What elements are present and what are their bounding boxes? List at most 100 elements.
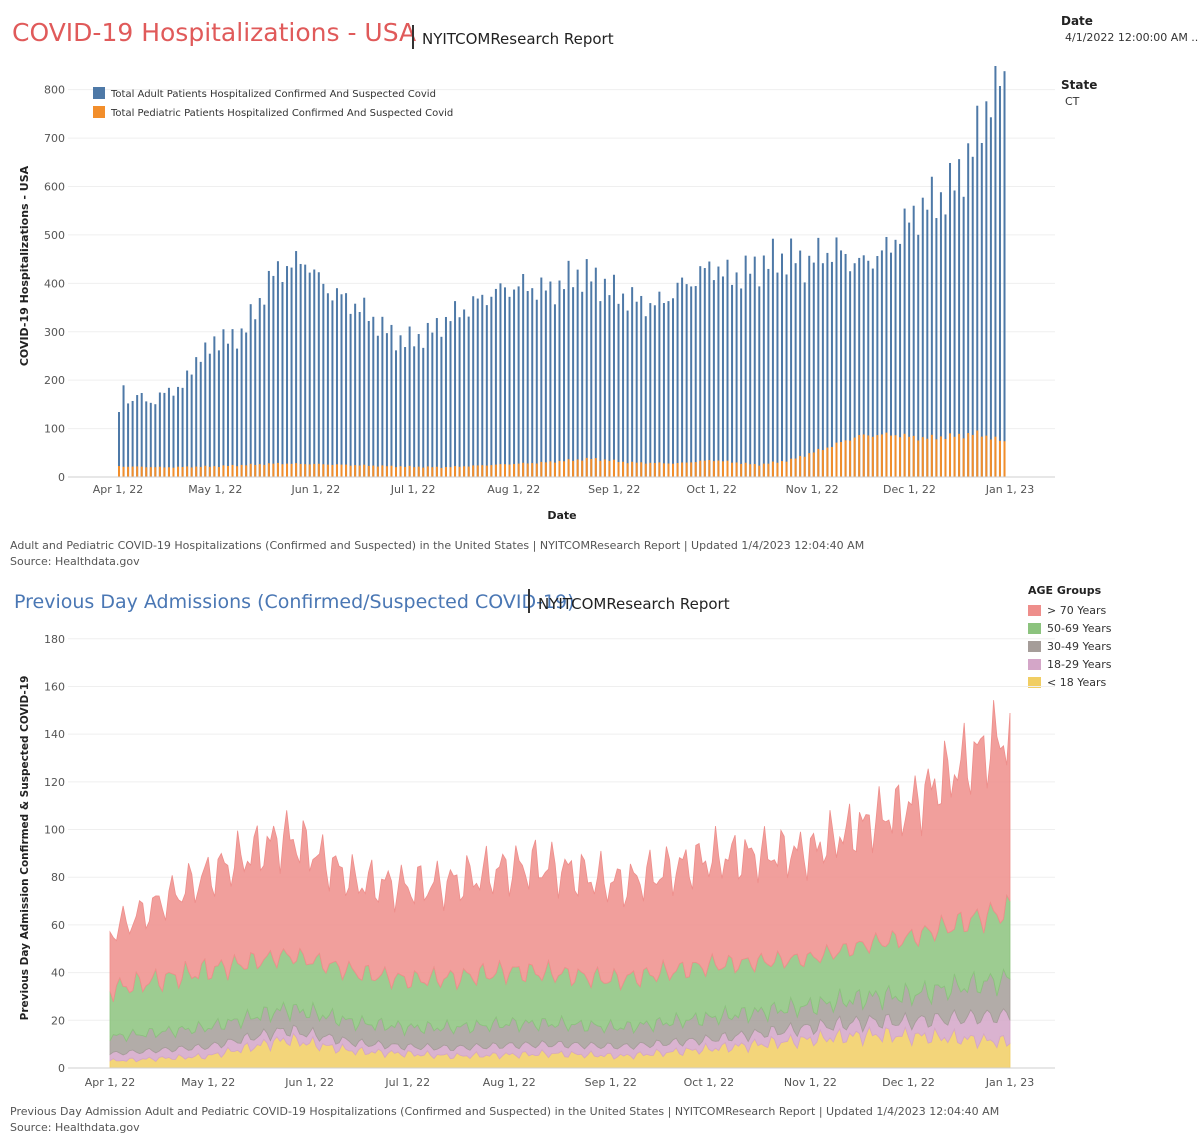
legend-label-50-69: 50-69 Years	[1047, 621, 1112, 635]
adult-bar	[413, 346, 416, 477]
pediatric-bar	[454, 466, 457, 477]
legend-item-18-29[interactable]: 18-29 Years	[1028, 655, 1111, 673]
pediatric-bar	[921, 437, 924, 477]
pediatric-bar	[908, 436, 911, 477]
legend-item-over70[interactable]: > 70 Years	[1028, 601, 1111, 619]
pediatric-bar	[226, 465, 229, 477]
pediatric-bar	[712, 461, 715, 477]
adult-bar	[149, 402, 152, 477]
chart2-yticks: 0 20 40 60 80 100 120 140 160 180	[44, 633, 65, 1075]
adult-bar	[254, 319, 257, 477]
pediatric-bar	[740, 463, 743, 477]
x-tick-label: Aug 1, 22	[487, 483, 540, 496]
pediatric-bar	[254, 464, 257, 477]
pediatric-bar	[985, 435, 988, 477]
adult-bar	[1003, 71, 1006, 477]
adult-bar	[276, 261, 279, 477]
pediatric-bar	[467, 466, 470, 477]
adult-bar	[367, 321, 370, 477]
adult-bar	[712, 280, 715, 477]
pediatric-bar	[149, 467, 152, 477]
adult-bar	[499, 283, 502, 477]
adult-bar	[644, 316, 647, 477]
legend-item-50-69[interactable]: 50-69 Years	[1028, 619, 1111, 637]
x-tick-label: Jan 1, 23	[985, 1076, 1034, 1089]
adult-bar	[186, 370, 189, 477]
pediatric-bar	[513, 463, 516, 477]
adult-bar	[767, 268, 770, 477]
y-tick-label: 500	[44, 229, 65, 242]
adult-bar	[472, 296, 475, 477]
adult-bar	[880, 250, 883, 477]
pediatric-bar	[499, 464, 502, 477]
pediatric-bar	[617, 462, 620, 477]
adult-bar	[513, 289, 516, 477]
adult-bar	[426, 322, 429, 477]
pediatric-bar	[731, 462, 734, 477]
adult-bar	[435, 318, 438, 477]
pediatric-bar	[794, 458, 797, 477]
adult-bar	[840, 250, 843, 477]
adult-bar	[599, 301, 602, 477]
pediatric-bar	[349, 465, 352, 477]
pediatric-bar	[249, 463, 252, 477]
pediatric-bar	[681, 462, 684, 477]
adult-bar	[894, 239, 897, 477]
legend-label-over70: > 70 Years	[1047, 603, 1107, 617]
adult-bar	[672, 298, 675, 477]
state-filter-value[interactable]: CT	[1065, 95, 1080, 108]
chart1-xlabel: Date	[547, 509, 576, 522]
adult-bar	[322, 283, 325, 477]
adult-bar	[853, 263, 856, 477]
pediatric-bar	[326, 464, 329, 477]
y-tick-label: 120	[44, 776, 65, 789]
pediatric-bar	[962, 438, 965, 477]
pediatric-bar	[563, 461, 566, 477]
date-filter-value[interactable]: 4/1/2022 12:00:00 AM ..	[1065, 31, 1199, 44]
pediatric-bar	[245, 465, 248, 477]
adult-bar	[245, 332, 248, 477]
adult-bar	[721, 276, 724, 477]
pediatric-bar	[767, 463, 770, 477]
pediatric-bar	[313, 463, 316, 477]
adult-bar	[136, 395, 139, 477]
pediatric-bar	[817, 448, 820, 477]
pediatric-bar	[708, 460, 711, 477]
pediatric-bar	[540, 461, 543, 477]
legend-label-under18: < 18 Years	[1047, 675, 1107, 689]
adult-bar	[917, 234, 920, 477]
pediatric-bar	[367, 465, 370, 477]
adult-bar	[662, 303, 665, 477]
pediatric-bar	[980, 436, 983, 477]
adult-bar	[608, 295, 611, 477]
adult-bar	[889, 252, 892, 477]
pediatric-bar	[594, 458, 597, 477]
y-tick-label: 200	[44, 374, 65, 387]
report-label: NYITCOMResearch Report	[422, 30, 614, 48]
title-divider	[412, 25, 414, 49]
pediatric-bar	[703, 460, 706, 477]
pediatric-bar	[322, 464, 325, 477]
pediatric-bar	[213, 466, 216, 477]
chart1-yticks: 0 100 200 300 400 500 600 700 800	[44, 84, 65, 484]
pediatric-bar	[127, 466, 130, 477]
pediatric-bar	[653, 463, 656, 477]
adult-bar	[549, 281, 552, 477]
chart2-ylabel: Previous Day Admission Confirmed & Suspe…	[19, 676, 31, 1021]
pediatric-bar	[998, 440, 1001, 477]
adult-bar	[481, 294, 484, 477]
chart1-grid	[68, 89, 1055, 478]
pediatric-bar	[590, 459, 593, 477]
pediatric-bar	[871, 436, 874, 477]
pediatric-bar	[422, 467, 425, 477]
legend-item-under18[interactable]: < 18 Years	[1028, 673, 1111, 691]
chart1-ylabel: COVID-19 Hospitalizations - USA	[18, 165, 31, 366]
adult-bar	[953, 190, 956, 477]
adult-bar	[372, 316, 375, 477]
pediatric-bar	[971, 434, 974, 477]
adult-bar	[544, 290, 547, 477]
legend-item-30-49[interactable]: 30-49 Years	[1028, 637, 1111, 655]
pediatric-bar	[154, 467, 157, 477]
pediatric-bar	[345, 464, 348, 477]
y-tick-label: 40	[51, 967, 65, 980]
